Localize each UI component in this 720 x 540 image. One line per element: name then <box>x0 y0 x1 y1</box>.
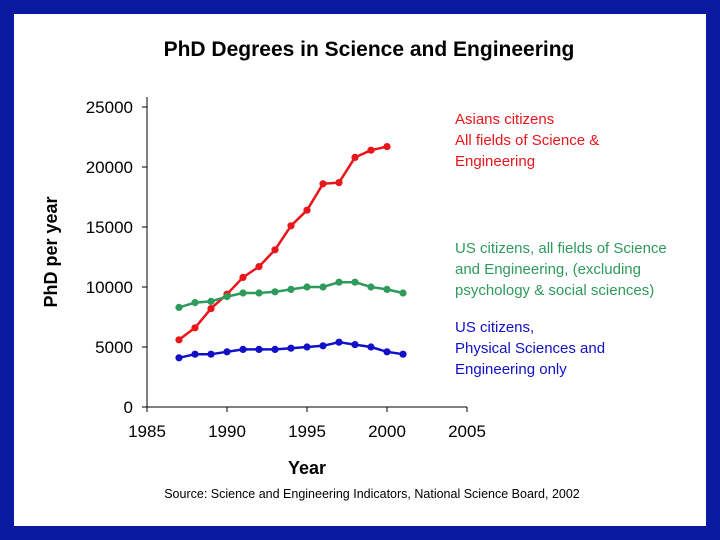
y-tick-label: 20000 <box>86 158 133 177</box>
series-3-point <box>319 342 327 350</box>
legend: Asians citizens All fields of Science & En… <box>455 111 667 378</box>
y-tick-label: 0 <box>124 398 133 417</box>
series-3-point <box>399 350 407 358</box>
y-tick-label: 25000 <box>86 98 133 117</box>
chart: PhD Degrees in Science and Engineering 0… <box>41 38 667 501</box>
series-3-point <box>335 338 343 346</box>
series-2-point <box>175 303 183 311</box>
slide: PhD Degrees in Science and Engineering 0… <box>14 14 706 526</box>
series-2-point <box>319 283 327 291</box>
series-1-point <box>271 246 279 254</box>
y-tick-label: 15000 <box>86 218 133 237</box>
series-2-point <box>191 299 199 307</box>
series-2-point <box>383 285 391 293</box>
series-3-point <box>271 345 279 353</box>
series-2-point <box>223 293 231 301</box>
axes <box>146 97 467 408</box>
series-1-point <box>335 179 343 187</box>
legend-label-1: Engineering <box>455 153 535 170</box>
series-2-point <box>303 283 311 291</box>
series-3-point <box>207 350 215 358</box>
series-2-point <box>287 285 295 293</box>
y-tick-label: 10000 <box>86 278 133 297</box>
y-ticks: 0 5000 10000 15000 20000 25000 <box>86 98 147 417</box>
series-2-point <box>367 283 375 291</box>
series-2-point <box>239 289 247 297</box>
x-ticks: 1985 1990 1995 2000 2005 <box>128 407 486 441</box>
series-2-point <box>399 289 407 297</box>
legend-label-2: psychology & social sciences) <box>455 282 654 299</box>
legend-label-3: Physical Sciences and <box>455 340 605 357</box>
series-2-point <box>335 278 343 286</box>
legend-label-2: US citizens, all fields of Science <box>455 240 667 257</box>
series-3-point <box>239 345 247 353</box>
legend-label-3: US citizens, <box>455 319 534 336</box>
series-2-point <box>351 278 359 286</box>
series-1-point <box>239 273 247 281</box>
series-1-point <box>351 153 359 161</box>
series-1-point <box>367 146 375 154</box>
series-3-point <box>255 345 263 353</box>
series-1-point <box>191 324 199 332</box>
legend-label-3: Engineering only <box>455 361 567 378</box>
chart-title: PhD Degrees in Science and Engineering <box>164 38 575 61</box>
series-2-point <box>271 288 279 296</box>
series-2-point <box>207 297 215 305</box>
x-axis-label: Year <box>288 458 326 478</box>
y-tick-label: 5000 <box>95 338 133 357</box>
series-1-point <box>303 206 311 214</box>
series-3-point <box>287 344 295 352</box>
series-3-point <box>223 348 231 356</box>
series-3-point <box>351 341 359 349</box>
series-3-point <box>175 354 183 362</box>
series-1-point <box>319 180 327 188</box>
series-2-point <box>255 289 263 297</box>
legend-label-1: All fields of Science & <box>455 132 599 149</box>
series-group <box>175 143 407 362</box>
legend-label-2: and Engineering, (excluding <box>455 261 641 278</box>
series-1-point <box>175 336 183 344</box>
x-tick-label: 1990 <box>208 422 246 441</box>
y-axis-label: PhD per year <box>41 196 61 307</box>
series-3-point <box>303 343 311 351</box>
series-3-point <box>383 348 391 356</box>
series-3-point <box>367 343 375 351</box>
x-tick-label: 1985 <box>128 422 166 441</box>
series-1-point <box>207 305 215 313</box>
series-1-point <box>255 263 263 271</box>
x-tick-label: 2005 <box>448 422 486 441</box>
source-note: Source: Science and Engineering Indicato… <box>164 487 580 501</box>
x-tick-label: 1995 <box>288 422 326 441</box>
x-tick-label: 2000 <box>368 422 406 441</box>
series-1-point <box>383 143 391 151</box>
series-1-point <box>287 222 295 230</box>
series-3-point <box>191 350 199 358</box>
legend-label-1: Asians citizens <box>455 111 554 128</box>
